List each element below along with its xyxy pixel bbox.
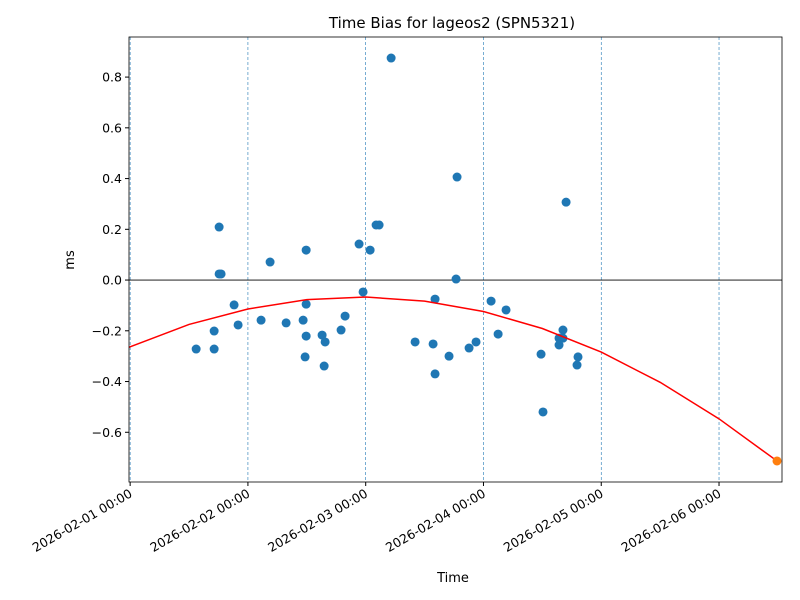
point — [319, 361, 329, 371]
point — [493, 329, 503, 339]
y-axis-label: ms — [63, 250, 78, 270]
point — [536, 349, 546, 359]
point — [336, 325, 346, 335]
y-tick-label: 0.0 — [102, 273, 122, 288]
point — [538, 407, 548, 417]
point — [209, 344, 219, 354]
plot-frame — [128, 36, 783, 483]
point — [298, 315, 308, 325]
point — [358, 287, 368, 297]
point — [265, 257, 275, 267]
point — [365, 245, 375, 255]
x-axis-label: Time — [436, 571, 469, 586]
plot-area — [129, 53, 782, 466]
point — [561, 197, 571, 207]
point — [464, 343, 474, 353]
point — [354, 239, 364, 249]
point — [572, 360, 582, 370]
point — [281, 318, 291, 328]
point — [317, 330, 327, 340]
point — [410, 337, 420, 347]
point — [301, 299, 311, 309]
y-tick-label: 0.2 — [102, 222, 122, 237]
y-tick-label: −0.6 — [92, 425, 122, 440]
point — [300, 352, 310, 362]
point — [428, 339, 438, 349]
point — [386, 53, 396, 63]
point — [486, 296, 496, 306]
chart-title: Time Bias for lageos2 (SPN5321) — [328, 14, 575, 32]
point — [501, 305, 511, 315]
point — [374, 220, 384, 230]
point — [216, 269, 226, 279]
y-tick-label: −0.4 — [92, 374, 122, 389]
point — [558, 325, 568, 335]
point — [452, 172, 462, 182]
point — [554, 340, 564, 350]
point — [229, 300, 239, 310]
y-tick-label: 0.8 — [102, 70, 122, 85]
point — [191, 344, 201, 354]
point — [573, 352, 583, 362]
point — [430, 369, 440, 379]
point — [340, 311, 350, 321]
fit-line — [129, 296, 778, 462]
point — [301, 245, 311, 255]
point — [320, 337, 330, 347]
point — [772, 456, 782, 466]
point — [451, 274, 461, 284]
point — [233, 320, 243, 330]
point — [209, 326, 219, 336]
y-tick-label: 0.4 — [102, 171, 122, 186]
point — [301, 331, 311, 341]
point — [430, 294, 440, 304]
y-tick-label: −0.2 — [92, 323, 122, 338]
point — [471, 337, 481, 347]
point — [256, 315, 266, 325]
point — [214, 222, 224, 232]
point — [444, 351, 454, 361]
y-tick-label: 0.6 — [102, 120, 122, 135]
